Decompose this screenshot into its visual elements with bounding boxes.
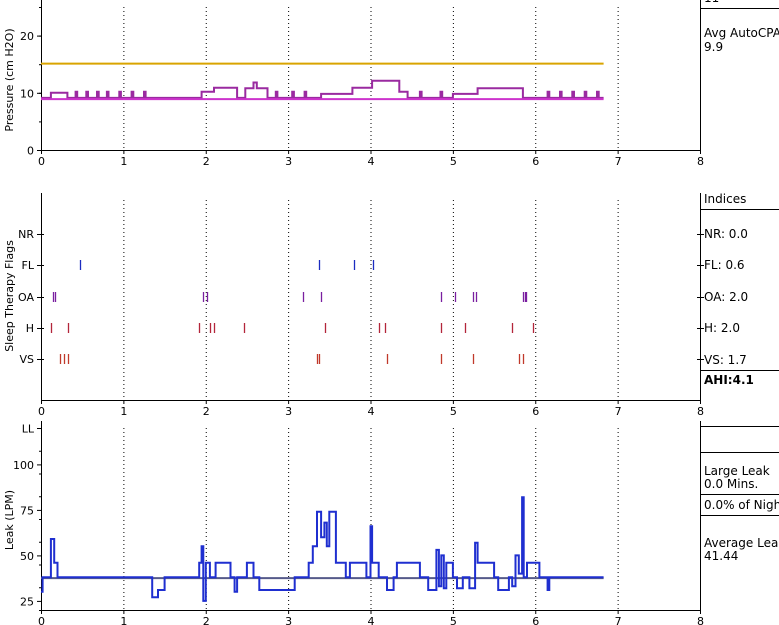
x-tick-label: 3 <box>285 615 292 625</box>
average-leak-value: 41.44 <box>704 549 739 563</box>
y-tick-label: NR <box>18 228 34 241</box>
index-nr: NR: 0.0 <box>704 227 748 241</box>
avg-autocpap-label: Avg AutoCPA <box>704 26 779 40</box>
y-tick-label: H <box>26 322 34 335</box>
x-tick-label: 4 <box>368 155 375 168</box>
x-tick-label: 2 <box>203 155 210 168</box>
x-tick-label: 5 <box>450 615 457 625</box>
y-axis-label: Sleep Therapy Flags <box>3 240 16 352</box>
y-axis-label: Pressure (cm H2O) <box>3 28 16 131</box>
index-fl: FL: 0.6 <box>704 258 745 272</box>
x-tick-label: 2 <box>203 615 210 625</box>
divider <box>700 452 779 453</box>
y-tick-label: 25 <box>20 595 34 608</box>
y-tick-label: VS <box>19 353 34 366</box>
indices-title: Indices <box>704 192 747 206</box>
x-tick-label: 6 <box>532 155 539 168</box>
y-tick-label: 100 <box>13 459 34 472</box>
x-tick-label: 7 <box>615 615 622 625</box>
x-tick-label: 3 <box>285 155 292 168</box>
index-oa: OA: 2.0 <box>704 290 749 304</box>
x-tick-label: 4 <box>368 615 375 625</box>
series-line <box>41 496 604 602</box>
divider <box>700 494 779 495</box>
x-tick-label: 7 <box>615 155 622 168</box>
x-tick-label: 5 <box>450 155 457 168</box>
x-tick-label: 3 <box>285 405 292 418</box>
large-leak-value: 0.0 Mins. <box>704 477 759 491</box>
x-tick-label: 8 <box>697 615 704 625</box>
y-tick-label: LL <box>22 423 35 436</box>
y-tick-label: 0 <box>27 145 34 158</box>
side-top-number: 11 <box>704 0 719 5</box>
average-leak-label: Average Leak <box>704 536 779 550</box>
index-h: H: 2.0 <box>704 321 740 335</box>
x-tick-label: 4 <box>368 405 375 418</box>
divider <box>700 426 779 427</box>
divider <box>700 8 779 9</box>
y-tick-label: 75 <box>20 504 34 517</box>
y-tick-label: 20 <box>20 30 34 43</box>
series-line <box>41 79 604 99</box>
y-axis-label: Leak (LPM) <box>3 490 16 550</box>
x-tick-label: 0 <box>38 615 45 625</box>
y-tick-label: 10 <box>20 87 34 100</box>
night-percentage: 0.0% of Night <box>704 498 779 512</box>
index-vs: VS: 1.7 <box>704 353 747 367</box>
x-tick-label: 7 <box>615 405 622 418</box>
x-tick-label: 6 <box>532 405 539 418</box>
x-tick-label: 6 <box>532 615 539 625</box>
y-tick-label: FL <box>22 259 35 272</box>
ahi-value: AHI:4.1 <box>704 373 754 387</box>
pressure-chart: 0 1 2 3 4 5 6 7 8 Pressure (cm H2O) 0 10 20 <box>3 0 704 168</box>
y-tick-label: 50 <box>20 550 34 563</box>
divider <box>700 515 779 516</box>
x-tick-label: 8 <box>697 405 704 418</box>
large-leak-label: Large Leak <box>704 464 770 478</box>
x-tick-label: 1 <box>120 615 127 625</box>
divider <box>700 370 779 371</box>
leak-chart: 0 1 2 3 4 5 6 7 8 Leak (LPM) 25 50 75 100 LL <box>3 421 704 625</box>
x-tick-label: 8 <box>697 155 704 168</box>
x-tick-label: 1 <box>120 155 127 168</box>
avg-autocpap-value: 9.9 <box>704 40 724 54</box>
divider <box>700 209 779 210</box>
x-tick-label: 5 <box>450 405 457 418</box>
x-tick-label: 0 <box>38 405 45 418</box>
x-tick-label: 1 <box>120 405 127 418</box>
x-tick-label: 2 <box>203 405 210 418</box>
x-tick-label: 0 <box>38 155 45 168</box>
y-tick-label: OA <box>18 291 34 304</box>
